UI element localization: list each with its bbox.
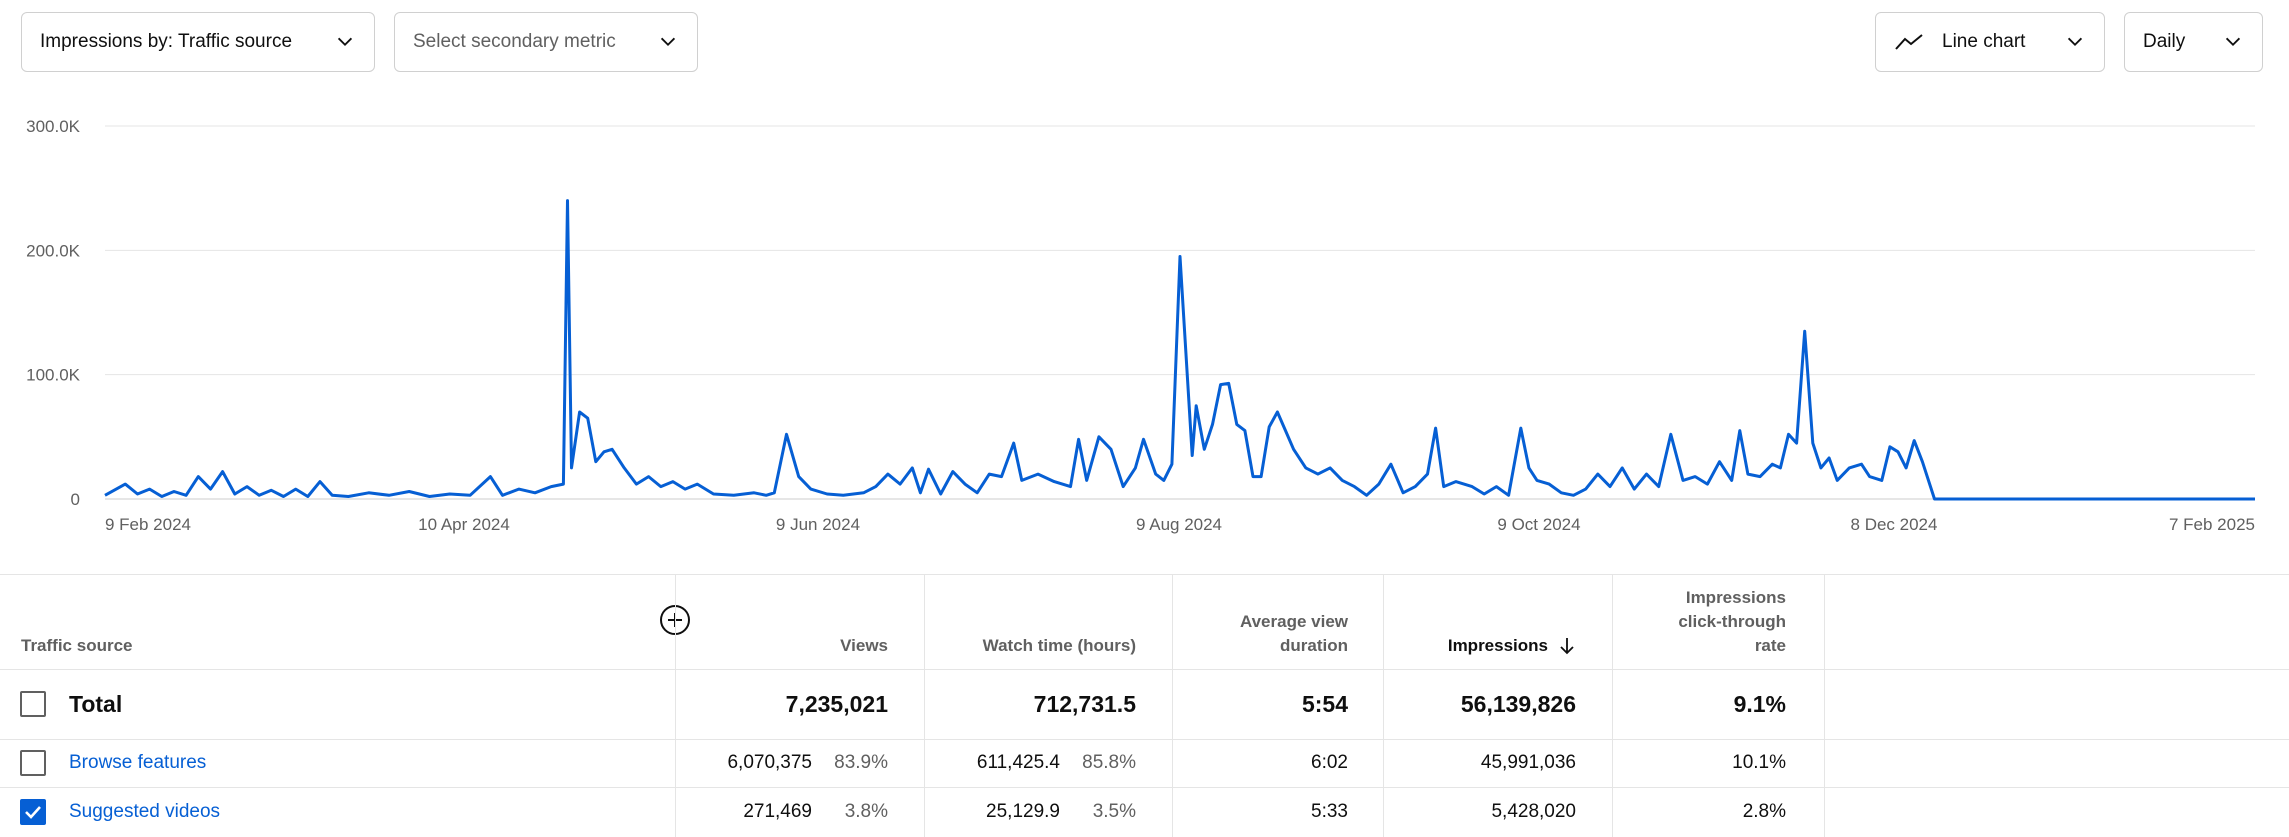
y-tick-label: 100.0K <box>26 366 81 385</box>
chevron-down-icon <box>660 37 676 47</box>
traffic-source-link[interactable]: Browse features <box>69 752 207 773</box>
watch-time-value: 25,129.9 <box>986 801 1060 822</box>
x-tick-label: 9 Jun 2024 <box>776 515 860 534</box>
views-value: 6,070,375 <box>727 752 812 773</box>
x-tick-label: 9 Oct 2024 <box>1497 515 1580 534</box>
header-avg-view-duration[interactable]: Average view duration <box>1239 612 1348 655</box>
total-views: 7,235,021 <box>785 691 888 717</box>
header-watch-time[interactable]: Watch time (hours) <box>982 636 1136 655</box>
impressions-series-line <box>104 199 2255 501</box>
table-header: Traffic source Views Watch time (hours) … <box>0 574 2289 669</box>
views-percent: 3.8% <box>844 801 888 822</box>
chart-type-dropdown[interactable]: Line chart <box>1875 12 2105 72</box>
header-impressions[interactable]: Impressions <box>1390 575 1576 670</box>
views-percent: 83.9% <box>834 752 888 773</box>
primary-metric-dropdown[interactable]: Impressions by: Traffic source <box>21 12 375 72</box>
impressions-value: 5,428,020 <box>1491 801 1576 822</box>
line-chart-icon <box>1895 34 1923 50</box>
x-tick-label: 9 Aug 2024 <box>1136 515 1222 534</box>
table-row: Browse features 6,070,375 83.9% 611,425.… <box>0 739 2289 787</box>
sort-arrow-down-icon <box>1560 638 1574 655</box>
row-checkbox[interactable] <box>20 750 46 776</box>
x-tick-label: 10 Apr 2024 <box>418 515 510 534</box>
secondary-metric-dropdown[interactable]: Select secondary metric <box>394 12 698 72</box>
total-impressions: 56,139,826 <box>1460 691 1576 717</box>
total-checkbox[interactable] <box>20 691 46 717</box>
secondary-metric-label: Select secondary metric <box>413 31 616 52</box>
total-label: Total <box>69 691 123 717</box>
total-avg-duration: 5:54 <box>1301 691 1348 717</box>
traffic-source-link[interactable]: Suggested videos <box>69 801 221 822</box>
x-tick-label: 7 Feb 2025 <box>2169 515 2255 534</box>
impressions-value: 45,991,036 <box>1480 752 1576 773</box>
table-row-total: Total 7,235,021 712,731.5 5:54 56,139,82… <box>0 669 2289 739</box>
x-tick-label: 8 Dec 2024 <box>1851 515 1938 534</box>
chevron-down-icon <box>2225 37 2241 47</box>
watch-time-value: 611,425.4 <box>976 752 1060 773</box>
views-value: 271,469 <box>743 801 812 822</box>
header-ctr[interactable]: Impressions click-through rate <box>1678 588 1786 655</box>
avg-duration-value: 6:02 <box>1311 752 1348 773</box>
watch-time-percent: 85.8% <box>1082 752 1136 773</box>
row-checkbox-checked[interactable] <box>20 799 46 825</box>
header-traffic-source[interactable]: Traffic source <box>21 636 133 655</box>
chevron-down-icon <box>337 37 353 47</box>
impressions-line-chart: 300.0K 200.0K 100.0K 0 9 Feb 2024 10 Apr 202… <box>26 117 2255 534</box>
table-row: Suggested videos 271,469 3.8% 25,129.9 3… <box>0 787 2289 837</box>
y-tick-label: 300.0K <box>26 117 81 136</box>
y-tick-label: 200.0K <box>26 241 81 260</box>
ctr-value: 2.8% <box>1742 801 1786 822</box>
chart-type-label: Line chart <box>1942 31 2026 52</box>
x-tick-label: 9 Feb 2024 <box>105 515 191 534</box>
granularity-label: Daily <box>2143 31 2186 52</box>
header-views[interactable]: Views <box>840 636 888 655</box>
primary-metric-label: Impressions by: Traffic source <box>40 31 293 52</box>
avg-duration-value: 5:33 <box>1311 801 1348 822</box>
total-watch-time: 712,731.5 <box>1033 691 1136 717</box>
granularity-dropdown[interactable]: Daily <box>2124 12 2263 72</box>
check-icon <box>25 806 41 819</box>
ctr-value: 10.1% <box>1732 752 1786 773</box>
chevron-down-icon <box>2067 37 2083 47</box>
watch-time-percent: 3.5% <box>1092 801 1136 822</box>
y-tick-label: 0 <box>71 490 80 509</box>
total-ctr: 9.1% <box>1733 691 1786 717</box>
